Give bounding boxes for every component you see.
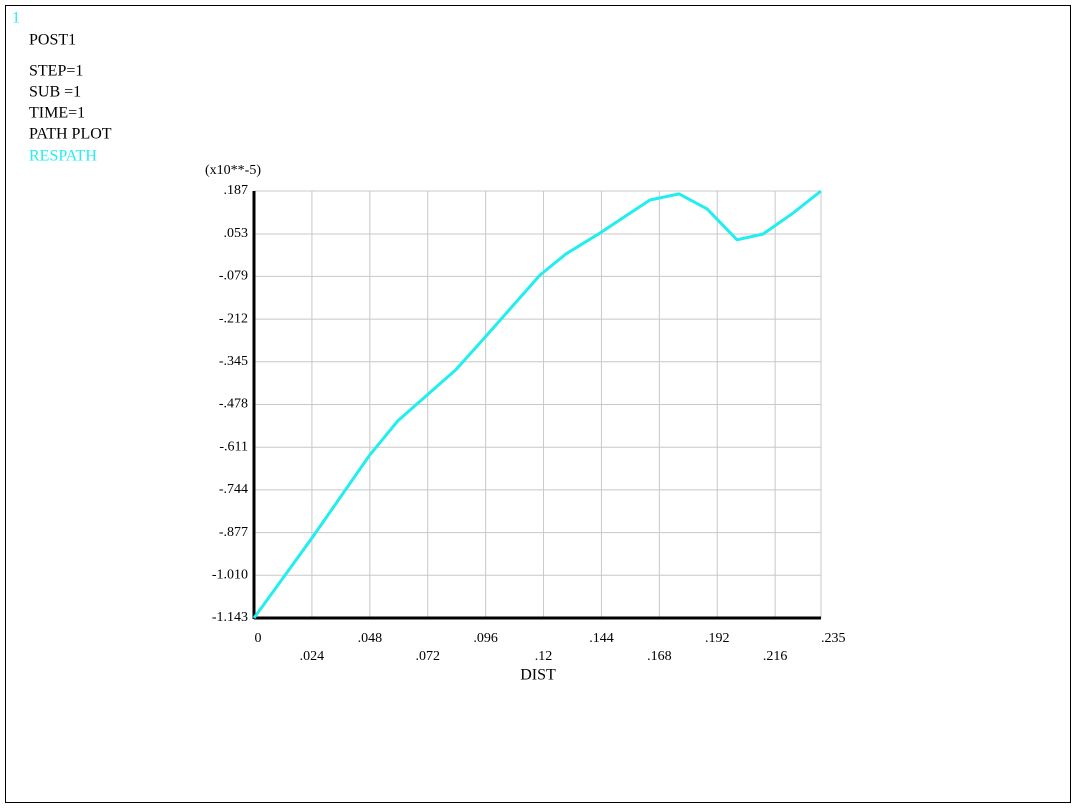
annotation: PATH PLOT bbox=[29, 126, 112, 143]
x-tick-label: .096 bbox=[473, 631, 498, 646]
y-tick-label: -.478 bbox=[219, 397, 248, 412]
y-tick-label: .053 bbox=[224, 226, 249, 241]
y-multiplier: (x10**-5) bbox=[205, 163, 261, 178]
annotation: TIME=1 bbox=[29, 105, 85, 122]
x-axis-label: DIST bbox=[520, 667, 556, 684]
x-tick-label: .216 bbox=[763, 649, 788, 664]
x-tick-label: .144 bbox=[589, 631, 614, 646]
annotation: SUB =1 bbox=[29, 84, 81, 101]
x-tick-label: .235 bbox=[821, 631, 846, 646]
x-tick-label: .192 bbox=[705, 631, 730, 646]
y-tick-label: -.345 bbox=[219, 354, 248, 369]
y-tick-label: -.877 bbox=[219, 525, 248, 540]
y-tick-label: -1.143 bbox=[212, 610, 248, 625]
y-tick-label: -1.010 bbox=[212, 568, 248, 583]
y-tick-label: -.611 bbox=[219, 439, 248, 454]
y-tick-label: -.079 bbox=[219, 269, 248, 284]
data-line bbox=[252, 189, 822, 619]
chart-title: POST1 bbox=[29, 32, 76, 49]
y-tick-label: -.744 bbox=[219, 482, 248, 497]
frame bbox=[5, 5, 1071, 803]
legend-entry: RESPATH bbox=[29, 148, 97, 165]
x-tick-label: .12 bbox=[535, 649, 553, 664]
x-tick-label: .048 bbox=[358, 631, 383, 646]
x-tick-label: 0 bbox=[255, 631, 262, 646]
window-label: 1 bbox=[12, 10, 20, 27]
annotation: STEP=1 bbox=[29, 63, 83, 80]
x-tick-label: .168 bbox=[647, 649, 672, 664]
y-tick-label: -.212 bbox=[219, 311, 248, 326]
y-tick-label: .187 bbox=[224, 183, 249, 198]
x-tick-label: .024 bbox=[300, 649, 325, 664]
x-tick-label: .072 bbox=[415, 649, 440, 664]
